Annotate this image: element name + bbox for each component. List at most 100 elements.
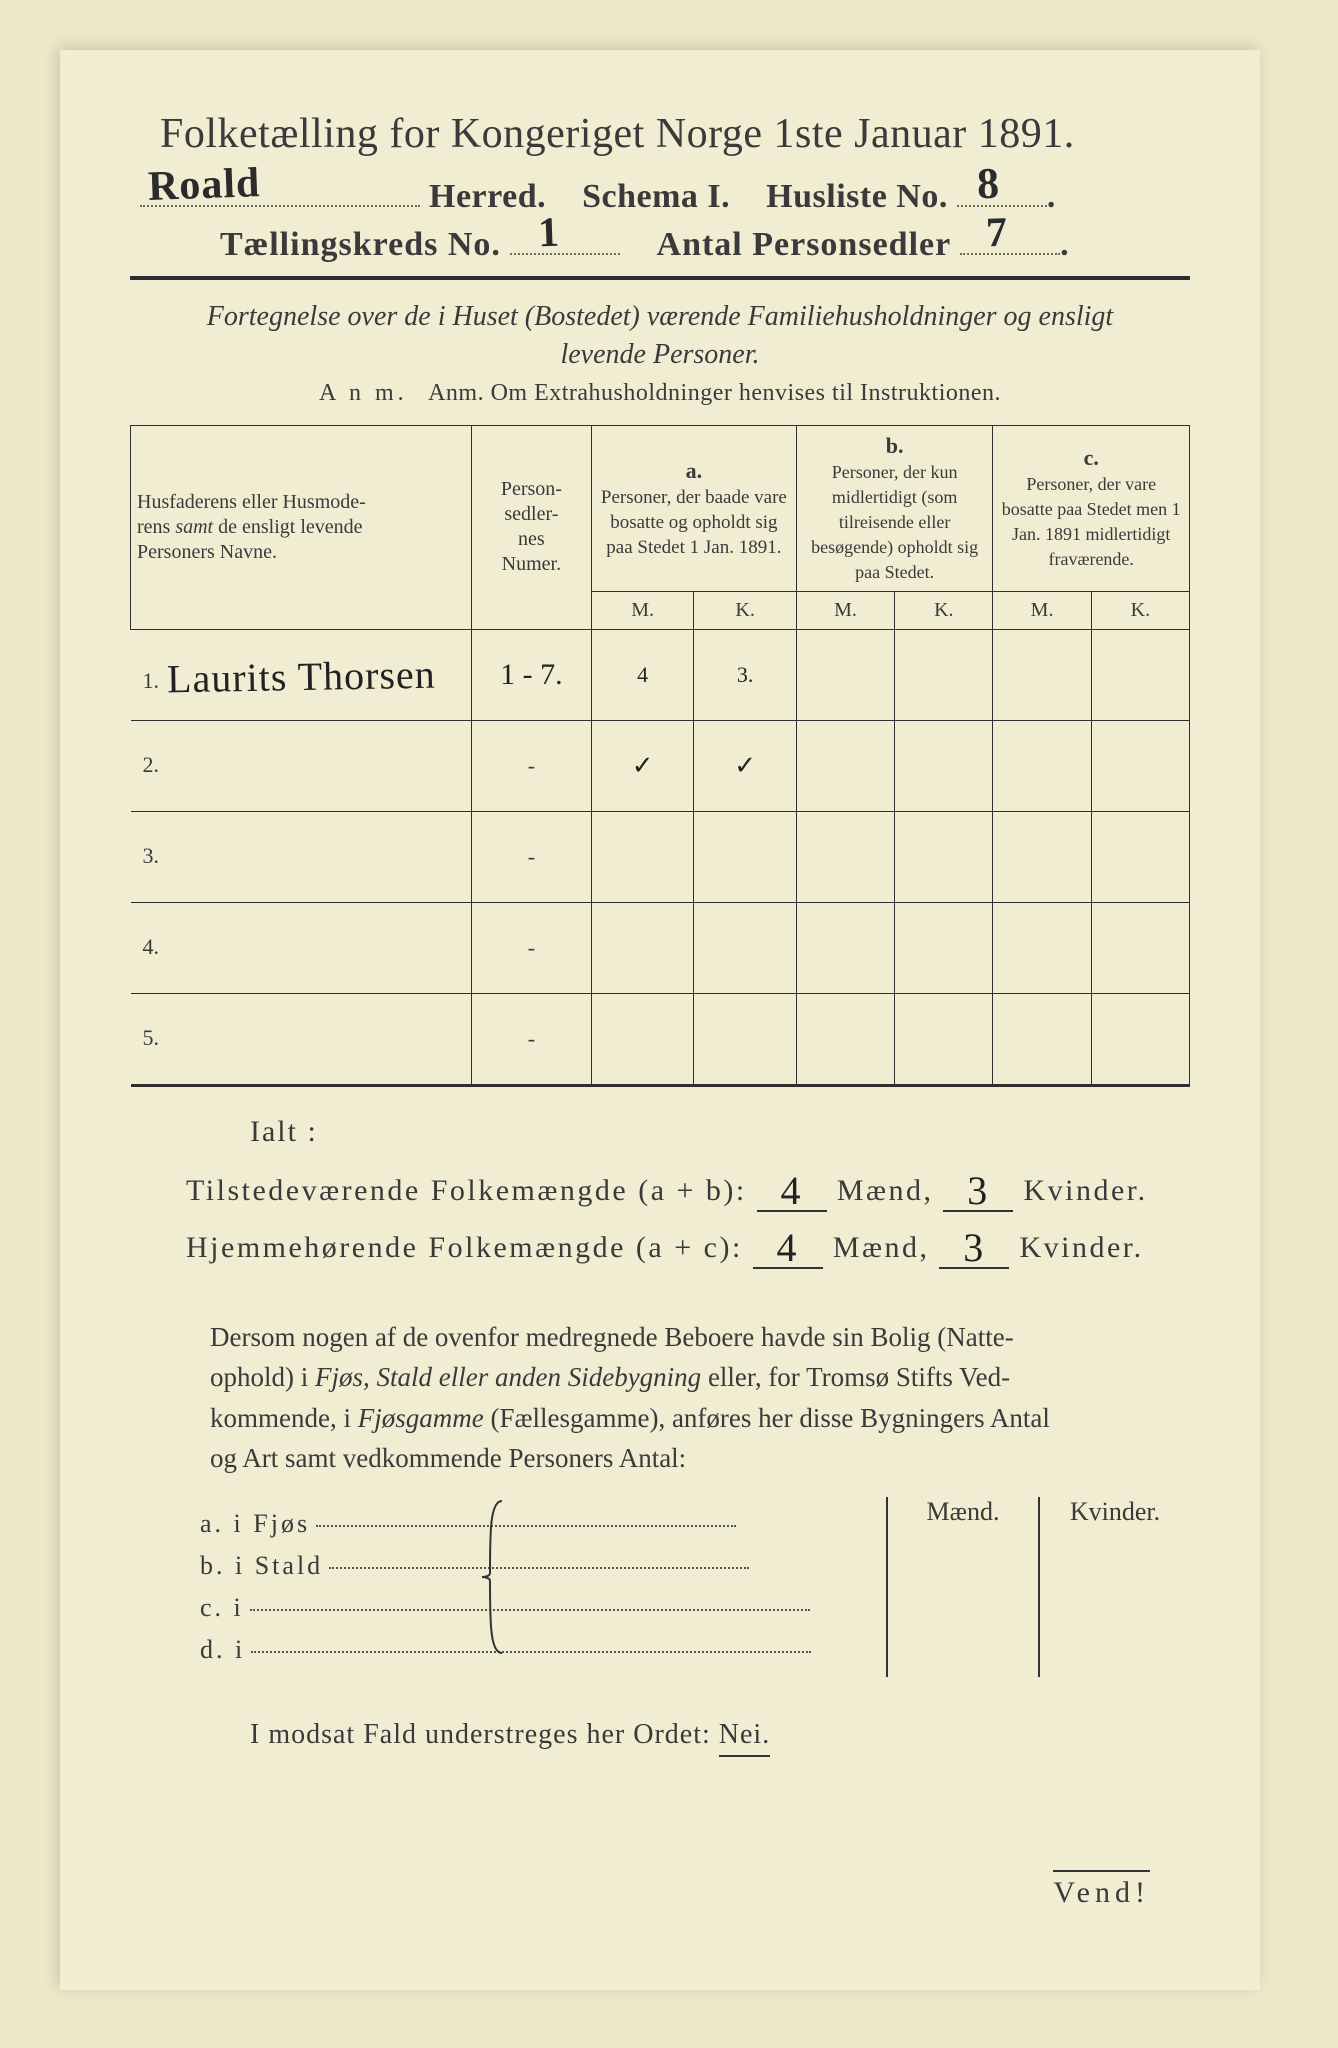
antal-value: 7 bbox=[985, 209, 1009, 258]
col-kvinder-label: Kvinder. bbox=[1040, 1497, 1190, 1677]
paragraph-sidebygning: Dersom nogen af de ovenfor medregnede Be… bbox=[210, 1317, 1170, 1479]
cell-b-m bbox=[796, 629, 894, 720]
anm-text: Anm. Om Extrahusholdninger henvises til … bbox=[428, 380, 1001, 406]
col-a-text: Personer, der baade vare bosatte og opho… bbox=[601, 487, 787, 558]
brace-icon bbox=[480, 1497, 510, 1657]
modsat-nei: Nei. bbox=[719, 1719, 770, 1751]
sum2-kvinder-label: Kvinder. bbox=[1019, 1231, 1143, 1264]
cell-c-m bbox=[993, 629, 1091, 720]
sum-present: Tilstedeværende Folkemængde (a + b): 4 M… bbox=[186, 1163, 1190, 1212]
husliste-label: Husliste No. bbox=[766, 178, 948, 215]
col-a-header: a. Personer, der baade vare bosatte og o… bbox=[591, 425, 796, 591]
cell-c-m bbox=[993, 811, 1091, 902]
cell-a-k bbox=[694, 902, 796, 993]
cell-b-m bbox=[796, 993, 894, 1085]
col-a-k: K. bbox=[694, 591, 796, 629]
cell-c-k bbox=[1091, 720, 1189, 811]
row-num: 4. bbox=[143, 934, 161, 960]
ialt-label: Ialt : bbox=[250, 1115, 1190, 1149]
cell-c-m bbox=[993, 902, 1091, 993]
col-c-text: Personer, der vare bosatte paa Stedet me… bbox=[1002, 474, 1181, 569]
cell-b-k bbox=[895, 993, 993, 1085]
col-c-k: K. bbox=[1091, 591, 1189, 629]
cell-c-k bbox=[1091, 811, 1189, 902]
row-pers-nums: - bbox=[471, 902, 591, 993]
cell-a-m bbox=[591, 993, 694, 1085]
cell-a-m: 4 bbox=[591, 629, 694, 720]
col-c-letter: c. bbox=[1084, 445, 1099, 470]
sum2-maend-label: Mænd, bbox=[833, 1231, 930, 1264]
col-maend-label: Mænd. bbox=[888, 1497, 1038, 1677]
cell-a-k: 3. bbox=[694, 629, 796, 720]
sidebuilding-cols: Mænd. Kvinder. bbox=[886, 1497, 1190, 1677]
cell-c-k bbox=[1091, 902, 1189, 993]
sum-resident: Hjemmehørende Folkemængde (a + c): 4 Mæn… bbox=[186, 1220, 1190, 1269]
cell-b-m bbox=[796, 902, 894, 993]
line-c: c. i bbox=[200, 1593, 886, 1623]
row-num: 1. bbox=[143, 668, 161, 694]
cell-a-m bbox=[591, 902, 694, 993]
col-c-m: M. bbox=[993, 591, 1091, 629]
cell-a-m bbox=[591, 811, 694, 902]
table-row: 1. Laurits Thorsen 1 - 7. 4 3. bbox=[131, 629, 1190, 720]
antal-label: Antal Personsedler bbox=[657, 226, 951, 263]
line-a-label: a. i Fjøs bbox=[200, 1509, 310, 1538]
col-b-text: Personer, der kun midlertidigt (som tilr… bbox=[811, 462, 978, 582]
table-row: 4. - bbox=[131, 902, 1190, 993]
census-form-page: Folketælling for Kongeriget Norge 1ste J… bbox=[60, 50, 1260, 1990]
kreds-label: Tællingskreds No. bbox=[220, 226, 501, 263]
col-b-m: M. bbox=[796, 591, 894, 629]
page-title: Folketælling for Kongeriget Norge 1ste J… bbox=[160, 110, 1190, 158]
modsat-line: I modsat Fald understreges her Ordet: Ne… bbox=[250, 1719, 1190, 1751]
header-line-2: Tællingskreds No. 1 Antal Personsedler 7… bbox=[220, 226, 1190, 264]
cell-b-m bbox=[796, 720, 894, 811]
sum2-maend: 4 bbox=[777, 1225, 800, 1270]
col-b-header: b. Personer, der kun midlertidigt (som t… bbox=[796, 425, 993, 591]
herred-label: Herred. bbox=[429, 178, 546, 215]
cell-b-k bbox=[895, 629, 993, 720]
col-a-m: M. bbox=[591, 591, 694, 629]
cell-a-k bbox=[694, 993, 796, 1085]
line-c-label: c. i bbox=[200, 1593, 244, 1622]
table-row: 2. - ✓ ✓ bbox=[131, 720, 1190, 811]
sum2-kvinder: 3 bbox=[963, 1225, 986, 1270]
row-name: Laurits Thorsen bbox=[166, 651, 435, 703]
row-pers-nums: - bbox=[471, 720, 591, 811]
sidebuilding-list: a. i Fjøs b. i Stald c. i d. i bbox=[200, 1497, 886, 1677]
table-row: 3. - bbox=[131, 811, 1190, 902]
row-num: 3. bbox=[143, 843, 161, 869]
col-names-header: Husfaderens eller Husmode-rens samt de e… bbox=[131, 425, 472, 629]
cell-b-k bbox=[895, 902, 993, 993]
cell-c-m bbox=[993, 720, 1091, 811]
modsat-pre: I modsat Fald understreges her Ordet: bbox=[250, 1719, 719, 1750]
divider-1 bbox=[130, 276, 1190, 280]
vend-label: Vend! bbox=[1053, 1870, 1150, 1910]
sum2-label: Hjemmehørende Folkemængde (a + c): bbox=[186, 1231, 743, 1264]
row-num: 5. bbox=[143, 1025, 161, 1051]
col-a-letter: a. bbox=[686, 458, 703, 483]
col-b-letter: b. bbox=[886, 433, 904, 458]
sum1-maend: 4 bbox=[781, 1168, 804, 1213]
table-row: 5. - bbox=[131, 993, 1190, 1085]
row-pers-nums: - bbox=[471, 993, 591, 1085]
cell-b-k bbox=[895, 811, 993, 902]
cell-c-k bbox=[1091, 629, 1189, 720]
line-a: a. i Fjøs bbox=[200, 1509, 886, 1539]
sum1-kvinder-label: Kvinder. bbox=[1023, 1174, 1147, 1207]
row-pers-nums: - bbox=[471, 811, 591, 902]
row-pers-nums: 1 - 7. bbox=[471, 629, 591, 720]
schema-label: Schema I. bbox=[582, 178, 730, 215]
col-b-k: K. bbox=[895, 591, 993, 629]
sidebuilding-block: a. i Fjøs b. i Stald c. i d. i Mænd. Kvi… bbox=[200, 1497, 1190, 1677]
cell-a-k: ✓ bbox=[694, 720, 796, 811]
cell-b-m bbox=[796, 811, 894, 902]
husliste-value: 8 bbox=[976, 158, 1001, 210]
col-nums-header: Person-sedler-nesNumer. bbox=[471, 425, 591, 629]
cell-b-k bbox=[895, 720, 993, 811]
cell-c-k bbox=[1091, 993, 1189, 1085]
form-subheading: Fortegnelse over de i Huset (Bostedet) v… bbox=[170, 298, 1150, 374]
line-b-label: b. i Stald bbox=[200, 1551, 323, 1580]
line-d: d. i bbox=[200, 1635, 886, 1665]
row-num: 2. bbox=[143, 752, 161, 778]
sum1-maend-label: Mænd, bbox=[837, 1174, 934, 1207]
